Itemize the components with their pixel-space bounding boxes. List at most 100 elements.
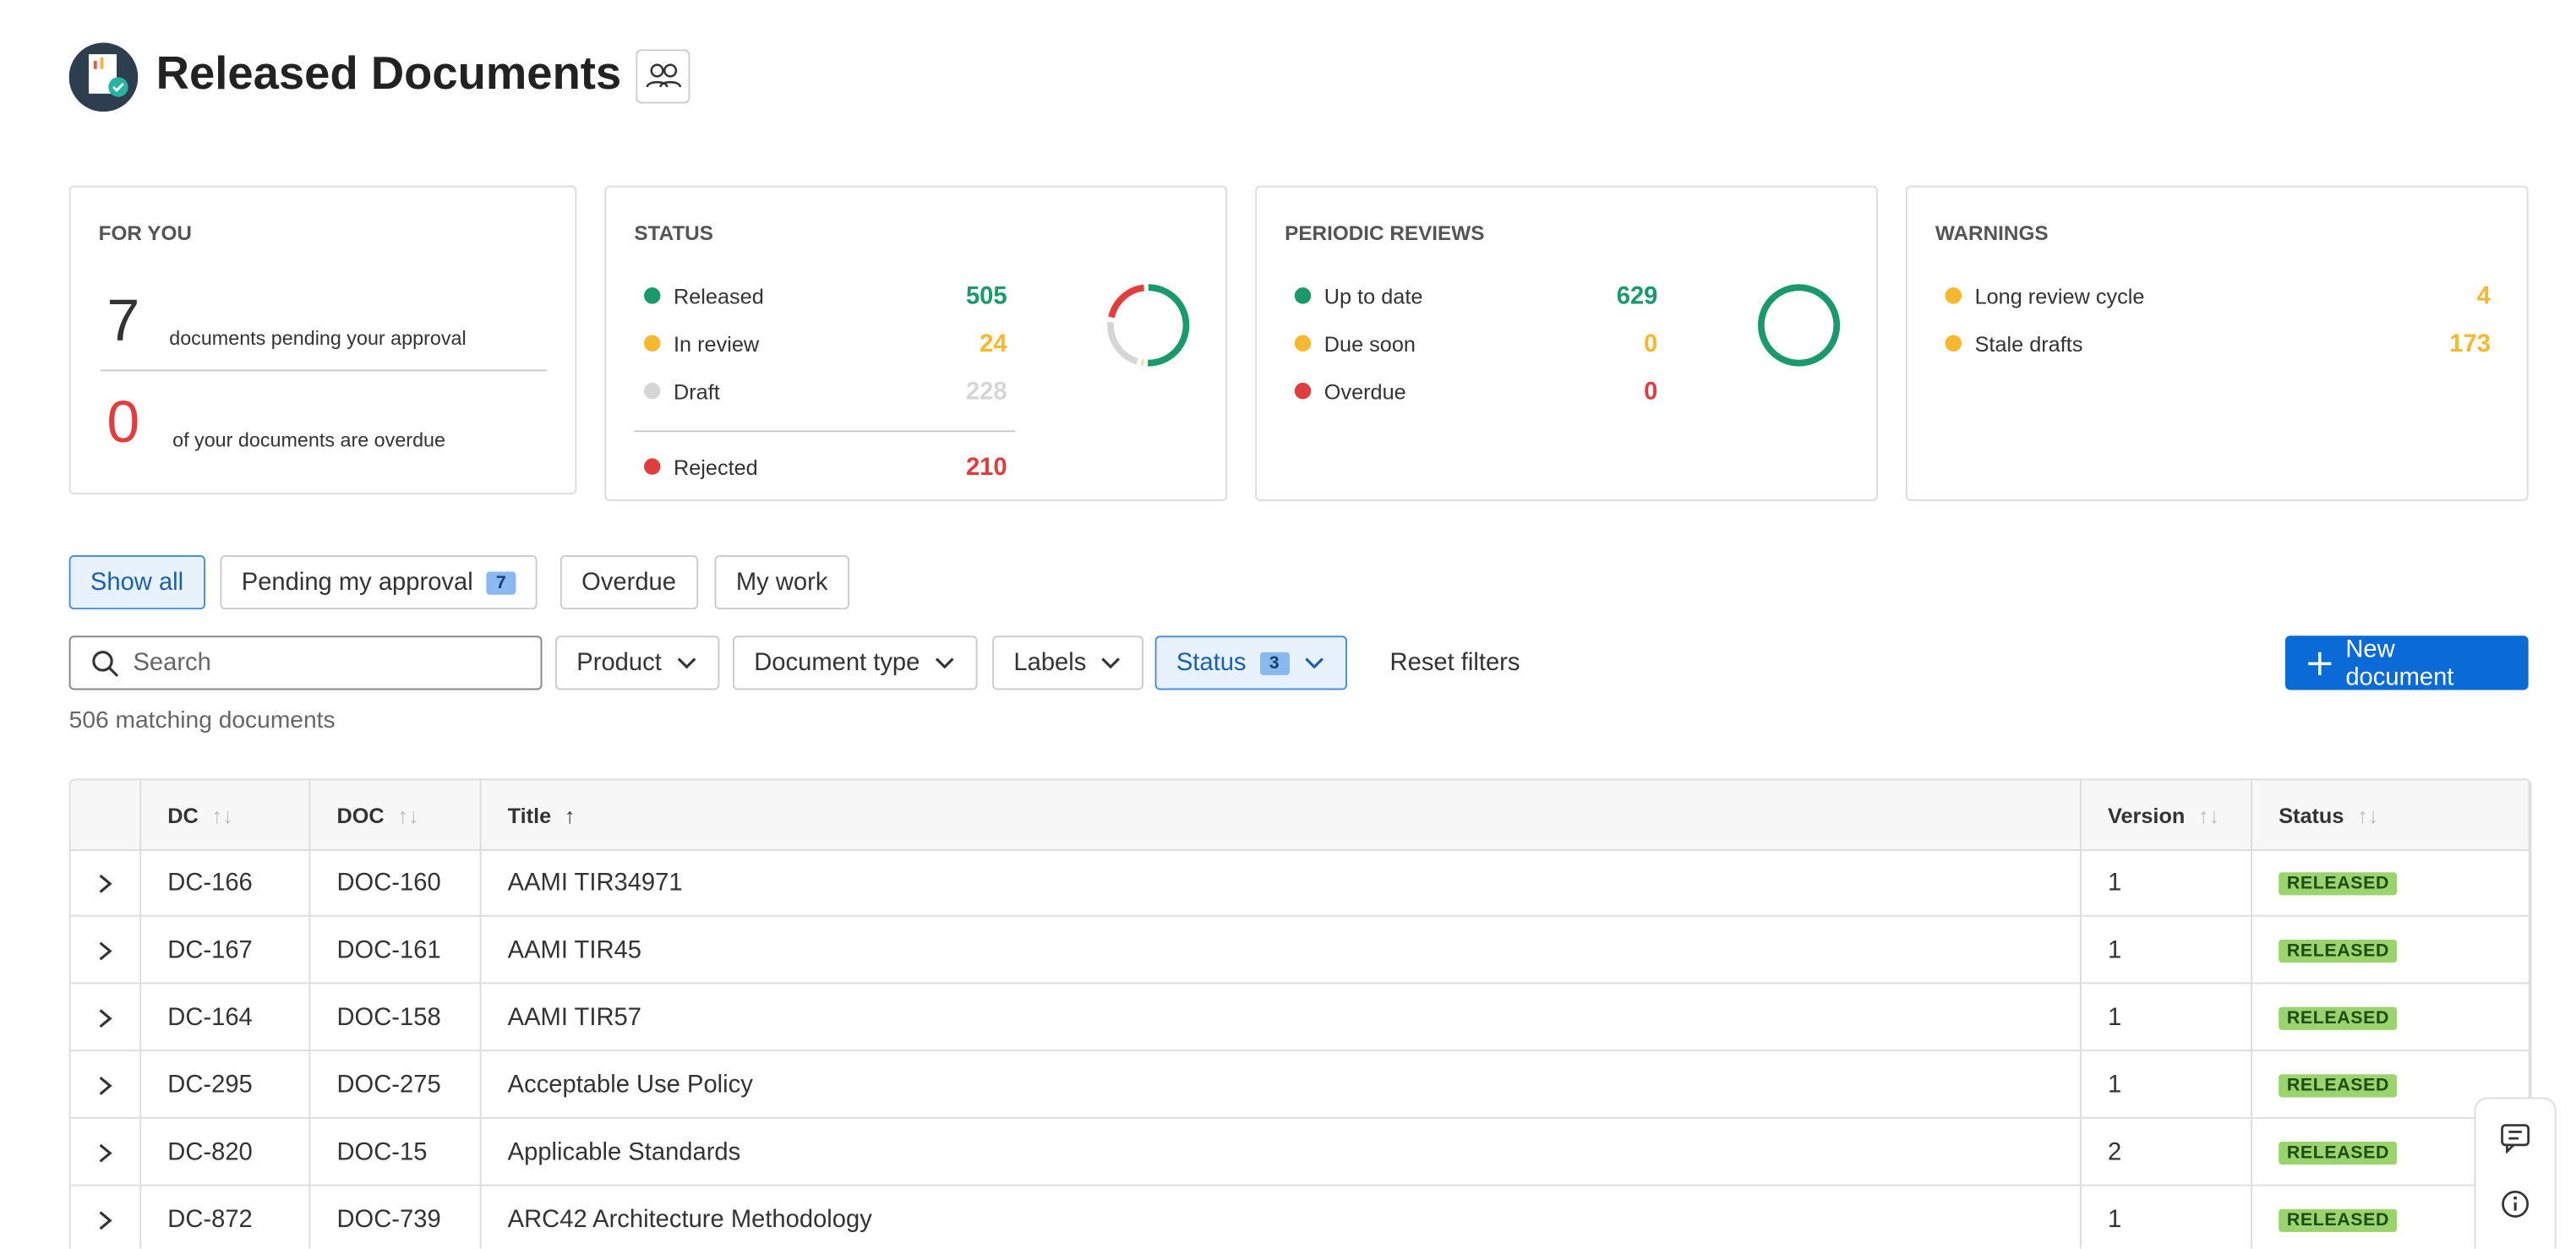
item-value: 0 bbox=[1644, 330, 1658, 358]
divider bbox=[634, 430, 1016, 433]
chevron-path bbox=[99, 1210, 112, 1230]
table-cell: DC-166 bbox=[141, 848, 311, 917]
tab-label: Show all bbox=[90, 568, 184, 597]
result-count: 506 matching documents bbox=[68, 707, 336, 734]
item-label: In review bbox=[673, 331, 760, 357]
status-dot bbox=[1945, 287, 1962, 304]
chevron-path bbox=[99, 873, 112, 892]
card-title: STATUS bbox=[634, 221, 713, 245]
status-dot bbox=[1294, 335, 1312, 352]
header-cell[interactable]: DC ↑↓ bbox=[141, 780, 311, 849]
row-border bbox=[70, 1116, 2530, 1119]
item-value: 228 bbox=[965, 378, 1007, 406]
status-card: STATUS Released 505 In review 24 Draft 228 Reje… bbox=[604, 185, 1228, 501]
column-label: Title bbox=[507, 802, 552, 827]
header-cell[interactable]: Title ↑ bbox=[482, 780, 2082, 849]
table-cell: 1 bbox=[2082, 984, 2253, 1052]
item-value: 629 bbox=[1616, 282, 1658, 311]
table-cell: RELEASED bbox=[2252, 916, 2530, 984]
sort-icon: ↑↓ bbox=[211, 802, 233, 827]
chevron-right bbox=[99, 1143, 112, 1162]
table-cell: DOC-160 bbox=[310, 848, 482, 917]
status-dot bbox=[644, 287, 661, 304]
new-document-button[interactable]: New document bbox=[2284, 635, 2529, 690]
table-cell: DOC-739 bbox=[310, 1186, 482, 1249]
cell-text: Acceptable Use Policy bbox=[507, 1071, 753, 1099]
big-number-label: of your documents are overdue bbox=[172, 428, 446, 452]
expand-toggle[interactable] bbox=[71, 1051, 142, 1119]
cell-text: DC-872 bbox=[167, 1205, 253, 1234]
table-cell: ARC42 Architecture Methodology bbox=[482, 1186, 2082, 1249]
expand-toggle[interactable] bbox=[71, 848, 142, 917]
table-cell: RELEASED bbox=[2252, 1051, 2530, 1119]
header-cell bbox=[71, 780, 142, 849]
sort-icon: ↑↓ bbox=[397, 802, 419, 827]
status-badge: RELEASED bbox=[2279, 1006, 2398, 1029]
table-cell: RELEASED bbox=[2252, 984, 2530, 1052]
table-cell: AAMI TIR34971 bbox=[482, 848, 2082, 917]
cell-text: 1 bbox=[2108, 1003, 2122, 1032]
tab-badge: 7 bbox=[486, 570, 516, 594]
card-title: FOR YOU bbox=[98, 221, 192, 245]
cell-text: AAMI TIR34971 bbox=[507, 869, 683, 897]
table-cell: DC-164 bbox=[141, 984, 311, 1052]
big-number-label: documents pending your approval bbox=[169, 326, 467, 351]
item-label: Overdue bbox=[1323, 379, 1406, 405]
chevron-path bbox=[935, 657, 954, 668]
donut-segment bbox=[1107, 284, 1190, 367]
tab-label: My work bbox=[735, 568, 828, 597]
status-badge: RELEASED bbox=[2279, 871, 2398, 895]
search-placeholder: Search bbox=[133, 648, 211, 677]
status-dot bbox=[1945, 335, 1962, 352]
cell-text: 2 bbox=[2108, 1138, 2122, 1167]
page-title: Released Documents bbox=[156, 47, 622, 99]
filter-dropdown[interactable]: Document type bbox=[732, 635, 978, 690]
reset-filters[interactable]: Reset filters bbox=[1389, 648, 1520, 677]
status-filter[interactable]: Status 3 bbox=[1154, 635, 1347, 690]
info-icon[interactable] bbox=[2501, 1189, 2530, 1219]
cell-text: DC-167 bbox=[167, 936, 253, 965]
chevron-path bbox=[677, 657, 696, 668]
status-dot bbox=[1294, 287, 1312, 304]
expand-toggle[interactable] bbox=[71, 1118, 142, 1186]
comments-icon[interactable] bbox=[2501, 1124, 2530, 1154]
chevron bbox=[1304, 657, 1323, 668]
chevron-path bbox=[99, 1008, 112, 1028]
sort-icon: ↑↓ bbox=[2356, 802, 2379, 827]
header-cell[interactable]: Status ↑↓ bbox=[2252, 780, 2530, 849]
cell-text: 1 bbox=[2108, 936, 2122, 965]
tab-label: Pending my approval bbox=[241, 568, 473, 597]
tab[interactable]: Show all bbox=[68, 555, 205, 610]
big-number: 7 bbox=[106, 286, 140, 353]
column-label: DOC bbox=[336, 802, 385, 827]
table-cell: Applicable Standards bbox=[482, 1118, 2082, 1186]
item-value: 24 bbox=[980, 330, 1007, 358]
card-title: PERIODIC REVIEWS bbox=[1285, 221, 1485, 245]
header-cell[interactable]: DOC ↑↓ bbox=[310, 780, 482, 849]
expand-toggle[interactable] bbox=[71, 1186, 142, 1249]
table-cell: DC-295 bbox=[141, 1051, 311, 1119]
cell-text: DC-166 bbox=[167, 869, 253, 897]
filter-label: Labels bbox=[1013, 648, 1087, 677]
filter-label: Product bbox=[576, 648, 662, 677]
tab[interactable]: Pending my approval 7 bbox=[220, 555, 538, 610]
status-badge: RELEASED bbox=[2279, 1141, 2398, 1164]
expand-toggle[interactable] bbox=[71, 916, 142, 984]
filter-label: Document type bbox=[754, 648, 920, 677]
search-box[interactable]: Search bbox=[68, 635, 543, 690]
filter-dropdown[interactable]: Labels bbox=[992, 635, 1144, 690]
chevron-right bbox=[99, 1008, 112, 1028]
members-button[interactable] bbox=[636, 49, 690, 104]
table-cell: DOC-161 bbox=[310, 916, 482, 984]
table-cell: DOC-158 bbox=[310, 984, 482, 1052]
item-value: 0 bbox=[1644, 378, 1658, 406]
expand-toggle[interactable] bbox=[71, 984, 142, 1052]
filter-dropdown[interactable]: Product bbox=[555, 635, 719, 690]
row-border bbox=[70, 982, 2530, 984]
header-cell[interactable]: Version ↑↓ bbox=[2082, 780, 2253, 849]
tab[interactable]: Overdue bbox=[559, 555, 698, 610]
filter-label: Status bbox=[1176, 648, 1247, 677]
tab[interactable]: My work bbox=[714, 555, 849, 610]
